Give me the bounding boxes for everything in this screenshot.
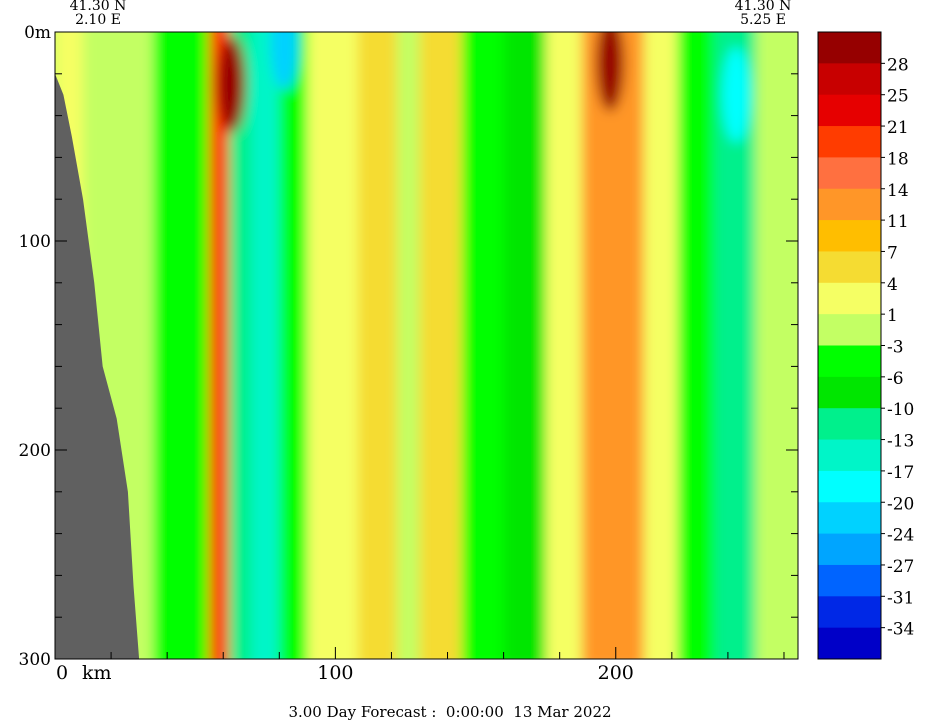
colorbar-swatch — [818, 157, 881, 190]
colorbar-swatch — [818, 188, 881, 221]
colorbar-label: -27 — [887, 557, 914, 577]
colorbar-label: 11 — [887, 212, 909, 232]
colorbar-label: 1 — [887, 306, 898, 326]
colorbar-swatch — [818, 439, 881, 472]
corner-left-lat: 41.30 N — [70, 0, 127, 14]
y-tick-label: 200 — [19, 441, 51, 461]
field-hotspot — [217, 36, 246, 133]
land-mask — [55, 73, 140, 659]
colorbar-label: -20 — [887, 494, 914, 514]
field-band — [153, 32, 210, 659]
x-tick-label: 200 — [598, 662, 634, 684]
field-hotspot — [596, 32, 625, 112]
colorbar-swatch — [818, 126, 881, 158]
colorbar-swatch — [818, 596, 881, 629]
field-band — [357, 32, 398, 659]
colorbar: 28 25 21 18 14 11 7 4 1 -3 -6 -10 -13 -17 -20 -24 -27 -31… — [817, 31, 914, 660]
y-tick-label: 100 — [19, 232, 51, 252]
x-axis-unit: km — [82, 662, 112, 684]
y-tick-label: 300 — [19, 650, 51, 670]
colorbar-swatch — [818, 470, 881, 503]
corner-label-left: 41.30 N 2.10 E — [70, 0, 127, 28]
colorbar-label: 25 — [887, 87, 909, 107]
field-hotspot — [270, 32, 299, 91]
field-band — [251, 32, 280, 659]
corner-right-lon: 5.25 E — [740, 12, 786, 28]
field-band — [582, 32, 644, 659]
field-band — [228, 32, 252, 659]
colorbar-swatch — [818, 220, 881, 252]
colorbar-swatch — [818, 282, 881, 315]
colorbar-label: -34 — [887, 620, 914, 640]
colorbar-swatch — [818, 627, 881, 660]
colorbar-swatch — [818, 314, 881, 346]
colorbar-swatch — [818, 345, 881, 378]
colorbar-swatch — [818, 408, 881, 441]
colorbar-swatch — [818, 533, 881, 566]
field-band — [677, 32, 714, 659]
colorbar-swatch — [818, 63, 881, 96]
field-band — [307, 32, 358, 659]
forecast-footer: 3.00 Day Forecast : 0:00:00 13 Mar 2022 — [288, 703, 611, 721]
colorbar-label: 14 — [887, 181, 909, 201]
colorbar-label: -17 — [887, 463, 914, 483]
y-tick-label: 0m — [24, 23, 51, 43]
corner-left-lon: 2.10 E — [75, 12, 121, 28]
colorbar-frame — [817, 31, 882, 660]
field-band — [209, 32, 229, 659]
field-band — [503, 32, 546, 659]
colorbar-swatch — [818, 94, 881, 127]
field-hotspot — [722, 46, 751, 143]
field-band — [397, 32, 420, 659]
field-band — [545, 32, 583, 659]
colorbar-label: -6 — [887, 369, 904, 389]
field-band — [755, 32, 798, 659]
colorbar-label: -31 — [887, 588, 914, 608]
corner-label-right: 41.30 N 5.25 E — [735, 0, 792, 28]
field-band — [279, 32, 308, 659]
colorbar-swatch — [818, 376, 881, 409]
plot-frame — [54, 31, 799, 660]
x-tick-label: 0 — [56, 662, 68, 684]
colorbar-label: 28 — [887, 55, 909, 75]
colorbar-swatch — [818, 502, 881, 535]
corner-right-lat: 41.30 N — [735, 0, 792, 14]
plot-area: 0m 100 200 300 0 100 200 — [19, 23, 799, 684]
field-band — [461, 32, 504, 659]
x-tick-label: 100 — [317, 662, 353, 684]
colorbar-label: -13 — [887, 432, 914, 452]
colorbar-swatch — [818, 32, 881, 64]
field-band — [643, 32, 678, 659]
colorbar-label: -3 — [887, 338, 904, 358]
colorbar-label: 7 — [887, 243, 898, 263]
colorbar-swatch — [818, 251, 881, 284]
field-band — [419, 32, 462, 659]
colorbar-label: 18 — [887, 149, 909, 169]
colorbar-label: 21 — [887, 118, 909, 138]
colorbar-label: -10 — [887, 400, 914, 420]
colorbar-label: 4 — [887, 275, 898, 295]
colorbar-label: -24 — [887, 526, 914, 546]
colorbar-swatch — [818, 564, 881, 597]
